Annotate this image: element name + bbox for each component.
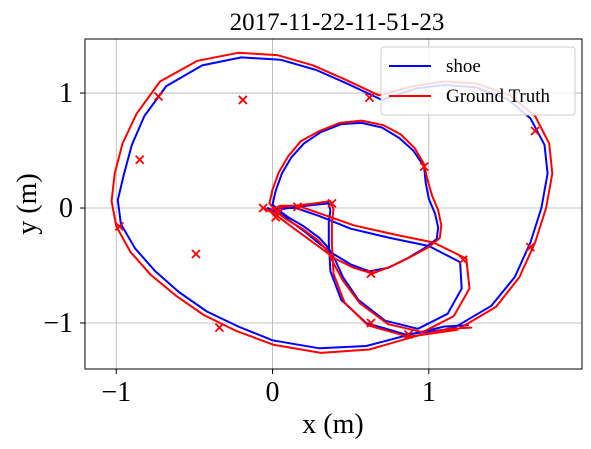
waypoint-marker <box>191 249 201 259</box>
waypoint-marker <box>153 91 164 102</box>
plot-frame <box>84 38 583 370</box>
legend-label-shoe: shoe <box>446 56 481 77</box>
waypoint-marker <box>214 322 225 333</box>
waypoint-marker <box>135 155 145 165</box>
y-ticks: −1 0 1 <box>43 78 85 339</box>
legend: shoe Ground Truth <box>380 46 576 116</box>
waypoint-marker <box>419 161 429 172</box>
y-tick-label: −1 <box>43 308 73 339</box>
legend-box <box>380 46 576 116</box>
waypoint-marker <box>366 318 376 328</box>
waypoint-marker <box>238 95 248 105</box>
waypoint-marker <box>271 212 281 222</box>
chart-title: 2017-11-22-11-51-23 <box>230 9 445 36</box>
waypoint-marker <box>274 207 284 218</box>
x-ticks: −1 0 1 <box>101 369 436 408</box>
waypoint-marker <box>327 198 337 209</box>
x-tick-label: 0 <box>266 377 280 408</box>
x-axis-label: x (m) <box>302 409 363 440</box>
y-tick-label: 0 <box>59 193 73 224</box>
waypoint-marker <box>403 329 414 340</box>
waypoint-marker <box>530 126 540 136</box>
waypoint-marker <box>458 255 468 265</box>
waypoint-marker <box>366 268 376 279</box>
y-axis-label: y (m) <box>12 173 43 234</box>
waypoint-marker <box>364 93 375 103</box>
marker-layer <box>114 91 540 340</box>
waypoint-marker <box>525 242 536 252</box>
x-tick-label: 1 <box>422 377 436 408</box>
y-tick-label: 1 <box>59 78 73 109</box>
waypoint-marker <box>114 221 125 232</box>
waypoint-marker <box>258 203 268 213</box>
waypoint-marker <box>292 202 303 212</box>
x-tick-label: −1 <box>101 377 131 408</box>
legend-label-ground-truth: Ground Truth <box>446 86 550 107</box>
series-line-ground-truth <box>110 51 554 354</box>
